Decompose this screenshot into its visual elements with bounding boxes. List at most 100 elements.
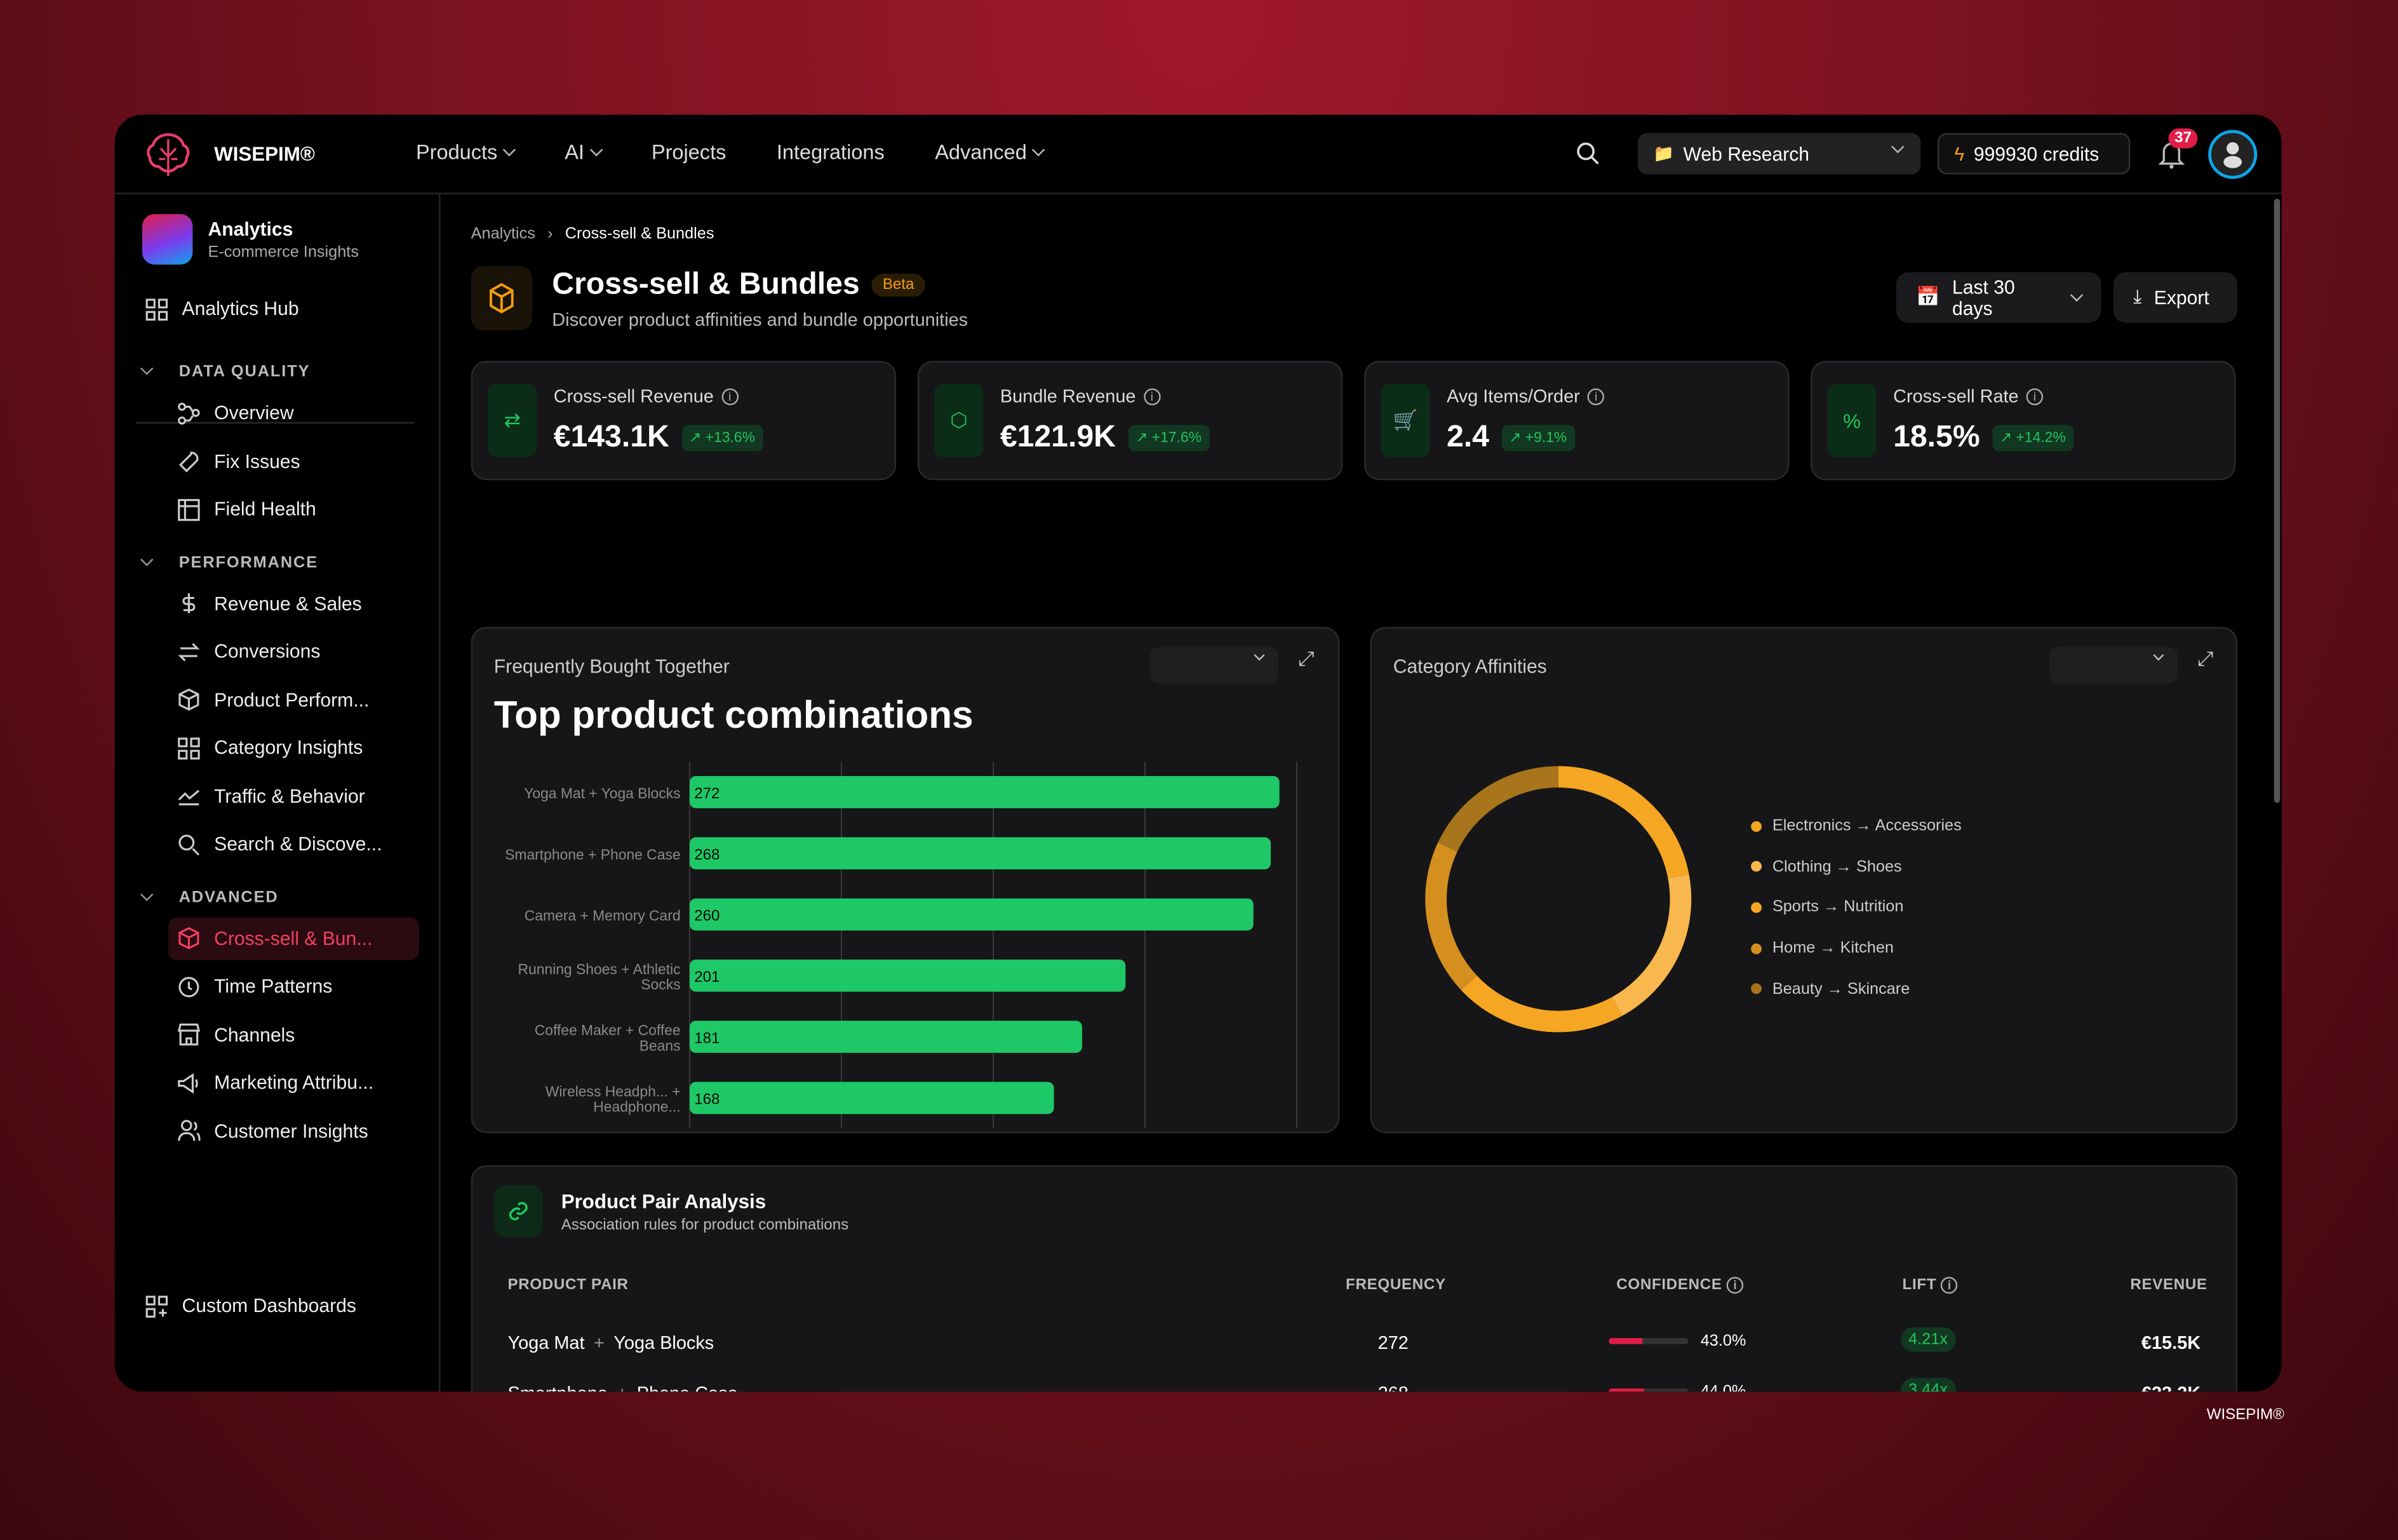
- nav-products[interactable]: Products: [416, 141, 516, 164]
- sidebar-section-performance[interactable]: PERFORMANCE: [140, 552, 318, 571]
- legend-dot: [1751, 942, 1762, 954]
- table-row[interactable]: Yoga Mat + Yoga Blocks 272 43.0% 4.21x €15.5K: [472, 1316, 2235, 1367]
- column-header-confidence[interactable]: CONFIDENCE i: [1616, 1276, 1744, 1294]
- scrollbar[interactable]: [2274, 199, 2281, 803]
- user-avatar[interactable]: [2208, 130, 2258, 179]
- export-label: Export: [2154, 286, 2209, 309]
- column-header-product-pair[interactable]: PRODUCT PAIR: [507, 1276, 629, 1294]
- sidebar-item-fix-issues[interactable]: Fix Issues: [168, 439, 419, 482]
- donut-slice[interactable]: [1612, 874, 1692, 1016]
- sidebar-item-search-discove[interactable]: Search & Discove...: [168, 823, 419, 866]
- sidebar-item-label: Analytics Hub: [182, 298, 299, 320]
- plus-icon: +: [593, 1332, 605, 1354]
- donut-slice[interactable]: [1461, 975, 1623, 1033]
- credits-button[interactable]: ϟ 999930 credits: [1937, 133, 2131, 175]
- legend-item[interactable]: Beauty → Skincare: [1751, 968, 1962, 1009]
- donut-slice[interactable]: [1438, 766, 1559, 852]
- table-subtitle: Association rules for product combinatio…: [561, 1216, 849, 1234]
- nav-advanced[interactable]: Advanced: [935, 141, 1046, 164]
- app-switcher[interactable]: Analytics E-commerce Insights: [142, 214, 359, 265]
- dollar-icon: [182, 593, 196, 613]
- kpi-icon: ⇄: [488, 384, 537, 457]
- bar-category-label: Wireless Headph... + Headphone...: [546, 1083, 681, 1115]
- kpi-label: Cross-sell Rate: [1893, 385, 2019, 407]
- column-header-lift[interactable]: LIFT i: [1903, 1276, 1959, 1294]
- bar-value-label: 260: [694, 907, 720, 925]
- info-icon[interactable]: i: [1727, 1276, 1744, 1294]
- nav-integrations[interactable]: Integrations: [777, 141, 885, 164]
- bar[interactable]: [690, 776, 1280, 808]
- grid-plus-icon: [145, 1295, 168, 1317]
- sidebar-section-advanced[interactable]: ADVANCED: [140, 887, 279, 906]
- sidebar-section-data-quality[interactable]: DATA QUALITY: [140, 362, 310, 381]
- sidebar-item-custom-dashboards[interactable]: Custom Dashboards: [136, 1285, 419, 1327]
- expand-icon[interactable]: ⤢: [1298, 646, 1315, 670]
- search-icon[interactable]: [1575, 141, 1600, 166]
- chart-filter-select[interactable]: [1149, 646, 1279, 684]
- sidebar-item-field-health[interactable]: Field Health: [168, 488, 419, 530]
- download-icon: ⤓: [2133, 286, 2142, 308]
- info-icon[interactable]: i: [2026, 387, 2044, 405]
- nav-ai[interactable]: AI: [565, 140, 603, 164]
- column-header-frequency[interactable]: FREQUENCY: [1346, 1276, 1446, 1294]
- workspace-select[interactable]: 📁 Web Research: [1637, 133, 1921, 175]
- confidence-value: 44.0%: [1701, 1383, 1746, 1392]
- frequently-bought-together-card: Frequently Bought Together ⤢ Top product…: [471, 627, 1340, 1134]
- sidebar-item-channels[interactable]: Channels: [168, 1013, 419, 1055]
- kpi-label-row: Cross-sell Rate i: [1893, 385, 2044, 407]
- info-icon[interactable]: i: [1941, 1276, 1959, 1294]
- product-a: Yoga Mat: [507, 1332, 585, 1354]
- donut-slice[interactable]: [1425, 842, 1477, 991]
- sidebar-item-conversions[interactable]: Conversions: [168, 630, 419, 673]
- info-icon[interactable]: i: [1587, 387, 1605, 405]
- sidebar-item-overview[interactable]: Overview: [168, 391, 419, 434]
- legend-item[interactable]: Sports → Nutrition: [1751, 887, 1962, 928]
- table-row[interactable]: Smartphone + Phone Case 268 44.0% 3.44x €23.2K: [472, 1367, 2235, 1392]
- sidebar-item-label: Category Insights: [214, 737, 363, 759]
- nav-projects[interactable]: Projects: [652, 141, 726, 164]
- legend-item[interactable]: Electronics → Accessories: [1751, 806, 1962, 847]
- kpi-label-row: Avg Items/Order i: [1447, 385, 1605, 407]
- bar-category-label: Yoga Mat + Yoga Blocks: [524, 785, 680, 801]
- lightning-icon: ϟ: [1954, 143, 1965, 164]
- sidebar-item-label: Revenue & Sales: [214, 593, 362, 614]
- users-icon: [178, 1120, 201, 1141]
- bar[interactable]: [690, 898, 1254, 931]
- bar[interactable]: [690, 1081, 1054, 1115]
- legend-label: Clothing → Shoes: [1772, 857, 1902, 876]
- info-icon[interactable]: i: [1143, 387, 1161, 405]
- chart-filter-select[interactable]: [2049, 646, 2178, 684]
- export-button[interactable]: ⤓ Export: [2113, 272, 2237, 323]
- sidebar-item-cross-sell-bun[interactable]: Cross-sell & Bun...: [168, 916, 419, 960]
- workspace-label: Web Research: [1683, 143, 1810, 164]
- date-range-select[interactable]: 📅 Last 30 days: [1896, 272, 2101, 323]
- bar[interactable]: [690, 1021, 1082, 1053]
- brain-logo-icon[interactable]: [145, 130, 191, 179]
- box-icon: [178, 688, 199, 711]
- expand-icon[interactable]: ⤢: [2197, 646, 2214, 670]
- lift-badge: 3.44x: [1901, 1378, 1956, 1392]
- bar[interactable]: [690, 960, 1126, 992]
- sidebar-item-customer-insights[interactable]: Customer Insights: [168, 1109, 419, 1152]
- column-header-revenue[interactable]: REVENUE: [2130, 1276, 2207, 1294]
- sidebar-item-product-perform[interactable]: Product Perform...: [168, 678, 419, 721]
- breadcrumb-analytics-link[interactable]: Analytics: [471, 224, 535, 243]
- legend-item[interactable]: Home → Kitchen: [1751, 928, 1962, 968]
- bar[interactable]: [690, 837, 1271, 869]
- sidebar-item-revenue-sales[interactable]: Revenue & Sales: [168, 582, 419, 624]
- sidebar-item-label: Time Patterns: [214, 975, 333, 998]
- nav-label: Integrations: [776, 140, 885, 164]
- sidebar-item-analytics-hub[interactable]: Analytics Hub: [136, 288, 419, 330]
- kpi-value-row: 18.5% ↗ +14.2%: [1893, 420, 2073, 455]
- main-content: Analytics › Cross-sell & Bundles Cross-sel…: [471, 194, 2245, 1392]
- legend-label: Electronics → Accessories: [1772, 817, 1962, 836]
- donut-slice[interactable]: [1558, 766, 1689, 879]
- nav-label: AI: [565, 140, 584, 164]
- info-icon[interactable]: i: [721, 387, 739, 405]
- legend-item[interactable]: Clothing → Shoes: [1751, 847, 1962, 887]
- sidebar-item-traffic-behavior[interactable]: Traffic & Behavior: [168, 775, 419, 817]
- sidebar-item-marketing-attribu[interactable]: Marketing Attribu...: [168, 1061, 419, 1104]
- sidebar-item-time-patterns[interactable]: Time Patterns: [168, 965, 419, 1007]
- table-icon: [178, 498, 200, 521]
- sidebar-item-category-insights[interactable]: Category Insights: [168, 726, 419, 769]
